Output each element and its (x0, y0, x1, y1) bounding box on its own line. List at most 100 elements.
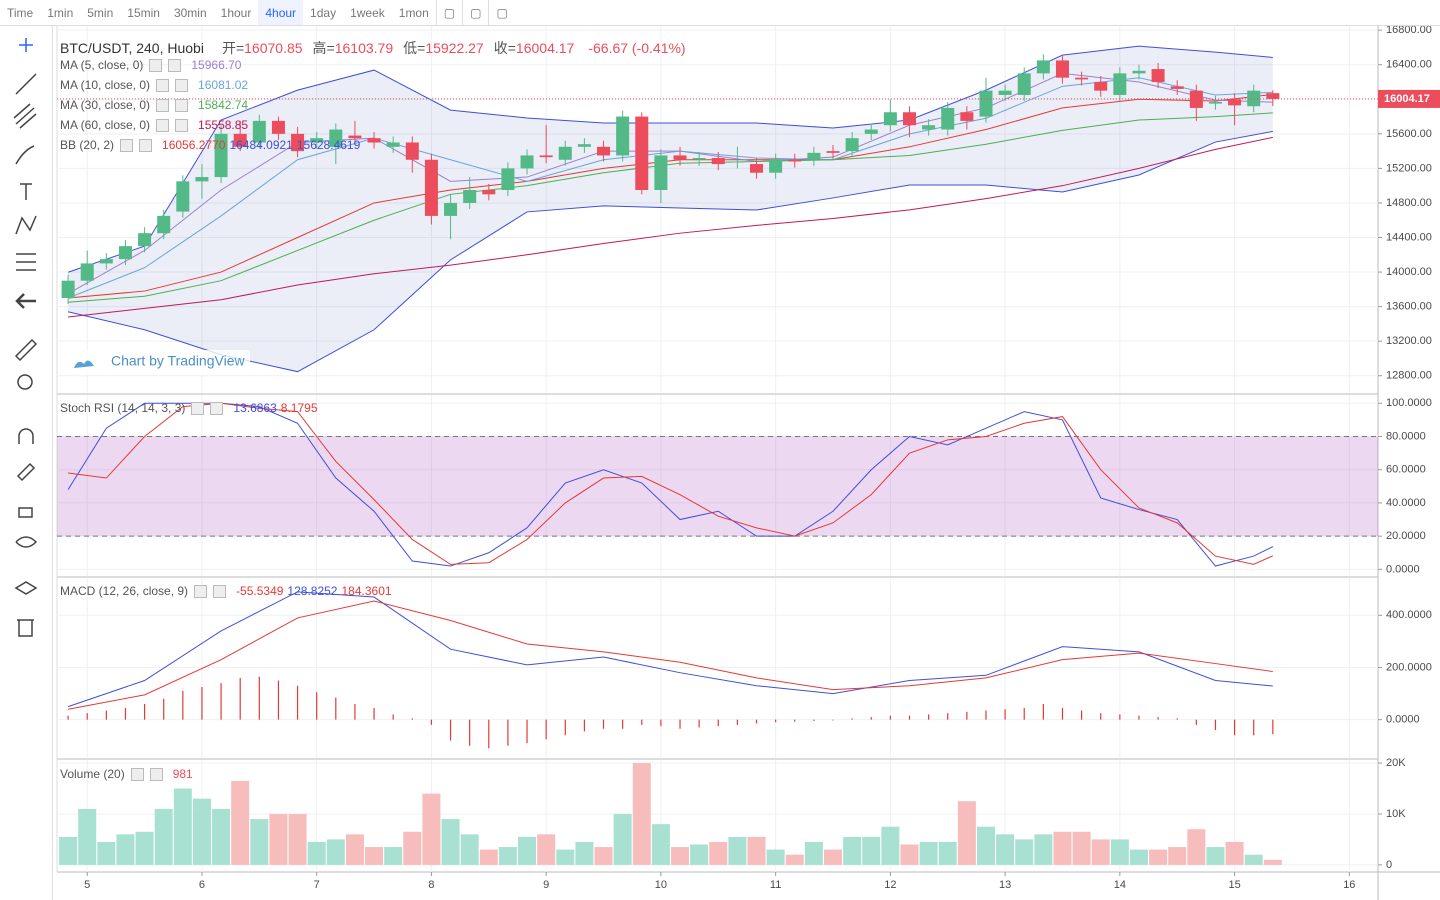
legend-hide[interactable] (139, 138, 153, 152)
legend-hide[interactable] (168, 58, 182, 72)
legend-settings[interactable] (149, 58, 163, 72)
volume-bar (154, 808, 173, 865)
volume-bar (1034, 834, 1053, 865)
candle-body (883, 112, 897, 126)
candle-body (845, 138, 859, 152)
y-tick-label: 80.0000 (1386, 430, 1426, 442)
candle-body (367, 138, 381, 143)
candle-body (1208, 101, 1222, 104)
candle-body (1132, 70, 1146, 74)
chart-type-button[interactable]: ▢ (435, 0, 462, 25)
symbol-title: BTC/USDT, 240, Huobi (60, 40, 204, 56)
candle-body (329, 129, 343, 147)
layers-icon[interactable] (14, 581, 38, 595)
ohlc-value: 15922.27 (425, 40, 484, 56)
volume-bar (957, 801, 976, 865)
candle-body (386, 142, 400, 147)
legend-hide[interactable] (149, 767, 163, 781)
candle-body (750, 164, 764, 173)
legend-text: MA (10, close, 0) (60, 78, 151, 92)
legend-settings[interactable] (191, 401, 205, 415)
trash-icon[interactable] (17, 619, 34, 637)
candle-body (214, 133, 228, 178)
volume-bar (59, 836, 78, 865)
legend-row: MA (60, close, 0) 15558.85 (60, 118, 248, 132)
legend-hide[interactable] (175, 98, 189, 112)
watermark-bg (70, 350, 250, 374)
interval-button[interactable]: 1day (310, 6, 337, 20)
magnet-icon[interactable] (18, 428, 34, 444)
legend-row: MA (10, close, 0) 16081.02 (60, 78, 248, 92)
settings-button[interactable]: ▢ (462, 0, 488, 25)
legend-settings[interactable] (194, 584, 208, 598)
interval-button[interactable]: 1week (350, 6, 385, 20)
back-icon[interactable] (15, 293, 36, 309)
legend-text: MA (5, close, 0) (60, 58, 144, 72)
legend-settings[interactable] (156, 118, 170, 132)
zoom-icon[interactable] (17, 374, 33, 390)
interval-button[interactable]: 15min (127, 6, 160, 20)
predict-icon[interactable] (16, 253, 36, 271)
candle-body (520, 155, 534, 169)
y-tick-label: 14000.00 (1386, 266, 1432, 278)
ohlc-label: 低= (403, 40, 426, 56)
interval-button[interactable]: 4hour (258, 0, 304, 25)
interval-button[interactable]: 30min (173, 6, 207, 20)
volume-bar (690, 844, 709, 865)
legend-settings[interactable] (156, 98, 170, 112)
interval-button[interactable]: 1min (47, 6, 74, 20)
main-legend: BTC/USDT, 240, Huobi 开= 16070.85 高= 16103.… (60, 38, 686, 58)
snapshot-button[interactable]: ▢ (488, 0, 514, 25)
volume-bar (1244, 854, 1263, 865)
x-tick-label: 15 (1228, 879, 1240, 891)
legend-hide[interactable] (175, 118, 189, 132)
volume-bar (97, 841, 116, 865)
text-icon[interactable] (20, 183, 32, 200)
brush-icon[interactable] (15, 145, 35, 165)
volume-bar (518, 836, 537, 865)
legend-hide[interactable] (175, 78, 189, 92)
trend-icon[interactable] (15, 73, 37, 95)
lock-icon[interactable] (18, 507, 33, 518)
interval-button[interactable]: 5min (87, 6, 114, 20)
eye-icon[interactable] (15, 536, 38, 548)
candle-body (1055, 60, 1069, 78)
interval-button[interactable]: Time (7, 6, 34, 20)
candle-body (1017, 73, 1031, 95)
legend-hide[interactable] (210, 401, 224, 415)
ruler-icon[interactable] (14, 338, 38, 362)
macd-line (67, 600, 1273, 710)
legend-text: 128.8252 (287, 584, 338, 598)
y-tick-label: 12800.00 (1386, 370, 1432, 382)
candle-body (252, 120, 266, 143)
change: -66.67 (-0.41%) (588, 40, 686, 56)
volume-bar (613, 813, 632, 865)
fib-icon[interactable] (13, 103, 37, 129)
candle-body (1036, 60, 1050, 74)
lock-draw-icon[interactable] (16, 462, 36, 482)
band-fill (57, 436, 1378, 537)
interval-button[interactable]: 1mon (398, 6, 429, 20)
volume-bar (1263, 859, 1282, 865)
legend-settings[interactable] (156, 78, 170, 92)
pattern-icon[interactable] (15, 215, 37, 235)
volume-bar (651, 824, 670, 865)
candle-body (138, 233, 152, 247)
y-tick-label: 14800.00 (1386, 197, 1432, 209)
legend-settings[interactable] (120, 138, 134, 152)
candle-body (310, 138, 324, 143)
legend-text: -55.5349 (236, 584, 284, 598)
legend-text: 15966.70 (191, 58, 242, 72)
y-tick-label: 14400.00 (1386, 231, 1432, 243)
legend-text: 15558.85 (198, 118, 249, 132)
bb-upper (67, 45, 1273, 273)
legend-settings[interactable] (130, 767, 144, 781)
volume-bar (288, 813, 307, 865)
cross-icon[interactable] (19, 38, 33, 52)
volume-bar (709, 841, 728, 865)
volume-bar (1091, 839, 1110, 865)
candle-body (291, 133, 305, 152)
volume-bar (1149, 849, 1168, 865)
interval-button[interactable]: 1hour (220, 6, 252, 20)
legend-hide[interactable] (213, 584, 227, 598)
